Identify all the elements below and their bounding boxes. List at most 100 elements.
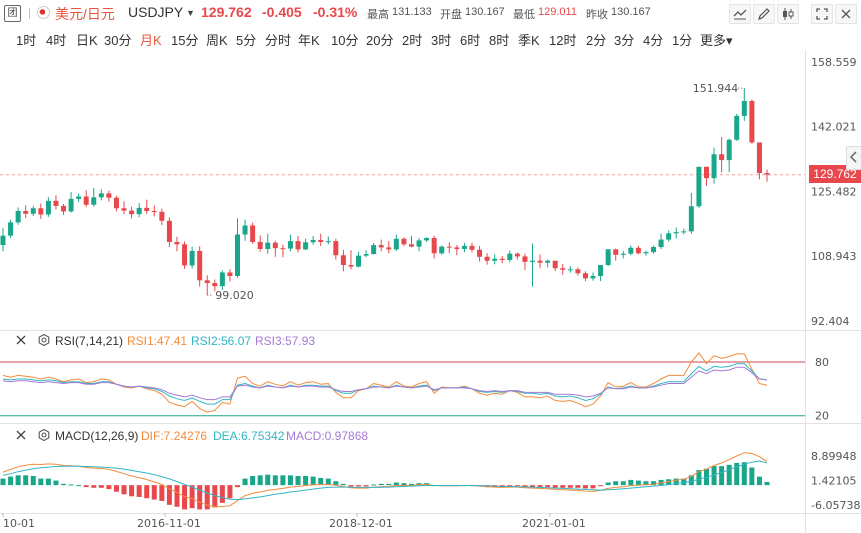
macd-value: MACD:0.97868 xyxy=(286,429,369,443)
tab-4分[interactable]: 4分 xyxy=(643,33,664,48)
candle-body xyxy=(734,115,740,140)
candle-body xyxy=(30,208,36,214)
candle-body xyxy=(681,231,687,233)
low-value: 129.011 xyxy=(538,6,577,18)
macd-tick-label: -6.05738 xyxy=(811,499,860,512)
rsi1-line xyxy=(2,352,768,413)
dif-value: DIF:7.24276 xyxy=(141,429,208,443)
candle-body xyxy=(159,211,165,221)
candle-body xyxy=(507,253,513,260)
macd-histogram-bar xyxy=(151,485,157,500)
candle-body xyxy=(469,245,475,250)
price-tick-label: 158.559 xyxy=(811,56,857,69)
tab-1分[interactable]: 1分 xyxy=(672,33,693,48)
close-icon[interactable] xyxy=(16,335,26,345)
symbol-code[interactable]: USDJPY xyxy=(128,4,184,20)
candle-body xyxy=(545,260,551,263)
macd-histogram-bar xyxy=(15,475,21,486)
tab-更多[interactable]: 更多▾ xyxy=(700,33,733,48)
collapse-panel-button[interactable] xyxy=(846,146,861,170)
draw-button[interactable] xyxy=(753,4,775,24)
macd-histogram-bar xyxy=(416,483,422,486)
pair-name[interactable]: 美元/日元 xyxy=(55,6,115,22)
candle-body xyxy=(265,242,271,249)
macd-histogram-bar xyxy=(613,481,619,486)
fullscreen-button[interactable] xyxy=(811,4,833,24)
gear-icon[interactable] xyxy=(38,334,50,346)
tab-15分[interactable]: 15分 xyxy=(171,33,199,48)
candle-body xyxy=(741,100,747,116)
macd-histogram-bar xyxy=(605,482,611,486)
tab-4时[interactable]: 4时 xyxy=(46,33,67,48)
candle-body xyxy=(83,196,89,205)
tab-季K[interactable]: 季K xyxy=(518,33,540,48)
tab-6时[interactable]: 6时 xyxy=(460,33,481,48)
macd-histogram-bar xyxy=(552,485,558,488)
last-price: 129.762 xyxy=(201,4,252,20)
macd-histogram-bar xyxy=(681,478,687,486)
tab-分时[interactable]: 分时 xyxy=(265,33,292,48)
macd-histogram-bar xyxy=(726,464,732,486)
tab-3时[interactable]: 3时 xyxy=(431,33,452,48)
tab-12时[interactable]: 12时 xyxy=(549,33,577,48)
macd-histogram-bar xyxy=(144,485,150,499)
tab-20分[interactable]: 20分 xyxy=(366,33,394,48)
macd-histogram-bar xyxy=(666,479,672,486)
price-chart[interactable]: 158.559 142.021 125.482 108.943 92.404 151.94… xyxy=(0,50,861,533)
candle-body xyxy=(439,246,445,254)
macd-histogram-bar xyxy=(212,485,218,508)
close-icon[interactable] xyxy=(16,430,26,440)
tab-10分[interactable]: 10分 xyxy=(331,33,359,48)
macd-histogram-bar xyxy=(651,481,657,486)
open-value: 130.167 xyxy=(465,6,505,18)
tab-2时[interactable]: 2时 xyxy=(402,33,423,48)
candle-body xyxy=(8,222,14,236)
tab-1时[interactable]: 1时 xyxy=(16,33,37,48)
macd-histogram-bar xyxy=(83,485,89,488)
tab-周K[interactable]: 周K xyxy=(206,33,228,48)
candle-body xyxy=(628,247,634,254)
tab-3分[interactable]: 3分 xyxy=(614,33,635,48)
exchange-icon[interactable]: 团 xyxy=(4,5,21,22)
settings-button[interactable] xyxy=(835,4,857,24)
candle-body xyxy=(121,208,127,211)
candle-body xyxy=(144,207,150,212)
candle-body xyxy=(38,208,44,215)
candle-body xyxy=(567,269,573,271)
macd-histogram-bar xyxy=(363,485,369,487)
x-tick-label: 2016-11-01 xyxy=(137,517,201,530)
price-tick-label: 108.943 xyxy=(811,250,857,263)
tab-5分[interactable]: 5分 xyxy=(236,33,257,48)
macd-histogram-bar xyxy=(635,480,641,486)
dif-line xyxy=(2,452,768,508)
tab-30分[interactable]: 30分 xyxy=(104,33,132,48)
tab-8时[interactable]: 8时 xyxy=(489,33,510,48)
candle-body xyxy=(204,280,210,284)
macd-histogram-bar xyxy=(575,485,581,488)
candle-body xyxy=(643,252,649,254)
tab-2分[interactable]: 2分 xyxy=(586,33,607,48)
settings-icon xyxy=(841,9,851,19)
macd-histogram-bar xyxy=(204,485,210,510)
candle-body xyxy=(492,258,498,261)
chevron-down-icon[interactable]: ▼ xyxy=(186,8,195,18)
candle-body xyxy=(76,196,82,199)
low-label: 最低 xyxy=(513,9,535,21)
tab-月K[interactable]: 月K xyxy=(140,33,162,48)
gear-icon[interactable] xyxy=(38,429,50,441)
macd-histogram-bar xyxy=(23,475,29,486)
candle-icon xyxy=(783,8,794,20)
quote-header: 团 | 美元/日元 USDJPY ▼ 129.762 -0.405 -0.31%… xyxy=(0,0,861,26)
tab-日K[interactable]: 日K xyxy=(76,33,98,48)
line-chart-icon xyxy=(733,9,747,20)
candle-body xyxy=(688,206,694,232)
max-price-annotation: 151.944 xyxy=(693,82,739,95)
tab-年K[interactable]: 年K xyxy=(298,33,320,48)
candle-body xyxy=(703,166,709,179)
candle-body xyxy=(522,256,528,262)
macd-histogram-bar xyxy=(219,485,225,503)
macd-histogram-bar xyxy=(45,478,51,486)
candle-type-button[interactable] xyxy=(777,4,799,24)
line-chart-button[interactable] xyxy=(729,4,751,24)
candle-body xyxy=(356,255,362,267)
